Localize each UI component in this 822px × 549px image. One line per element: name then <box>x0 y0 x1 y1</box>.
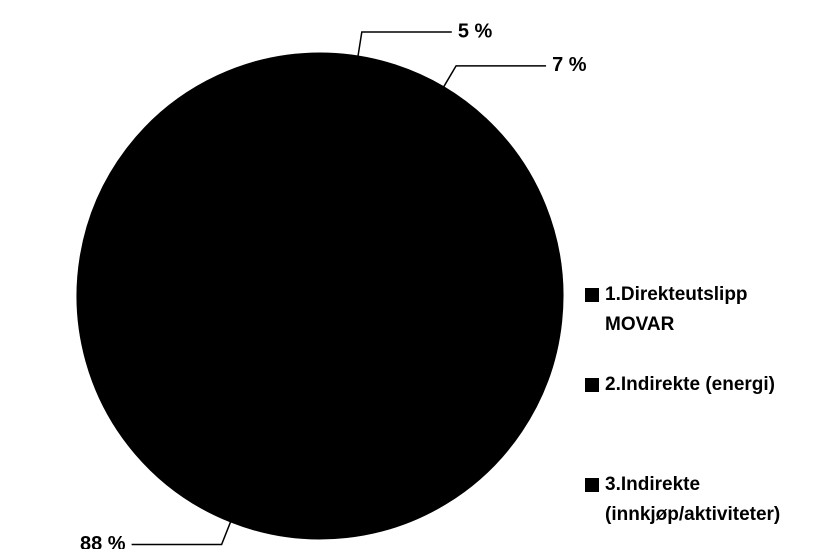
pie-slice <box>76 52 564 540</box>
legend-entry: 1.Direkteutslipp MOVAR <box>585 280 820 340</box>
legend-label: 3.Indirekte (innkjøp/aktiviteter) <box>605 474 781 525</box>
legend-label: 2.Indirekte (energi) <box>605 374 775 395</box>
legend-swatch <box>585 288 599 302</box>
leader-line <box>442 65 547 89</box>
legend-swatch <box>585 478 599 492</box>
legend-swatch <box>585 378 599 392</box>
legend-entry: 3.Indirekte (innkjøp/aktiviteter) <box>585 470 820 530</box>
data-label: 5 % <box>458 20 493 42</box>
data-label: 88 % <box>80 533 126 549</box>
data-label: 7 % <box>552 54 587 76</box>
legend-entry: 2.Indirekte (energi) <box>585 370 820 400</box>
leader-line <box>356 31 452 59</box>
leader-line <box>131 519 232 546</box>
legend-label: 1.Direkteutslipp MOVAR <box>605 284 748 335</box>
